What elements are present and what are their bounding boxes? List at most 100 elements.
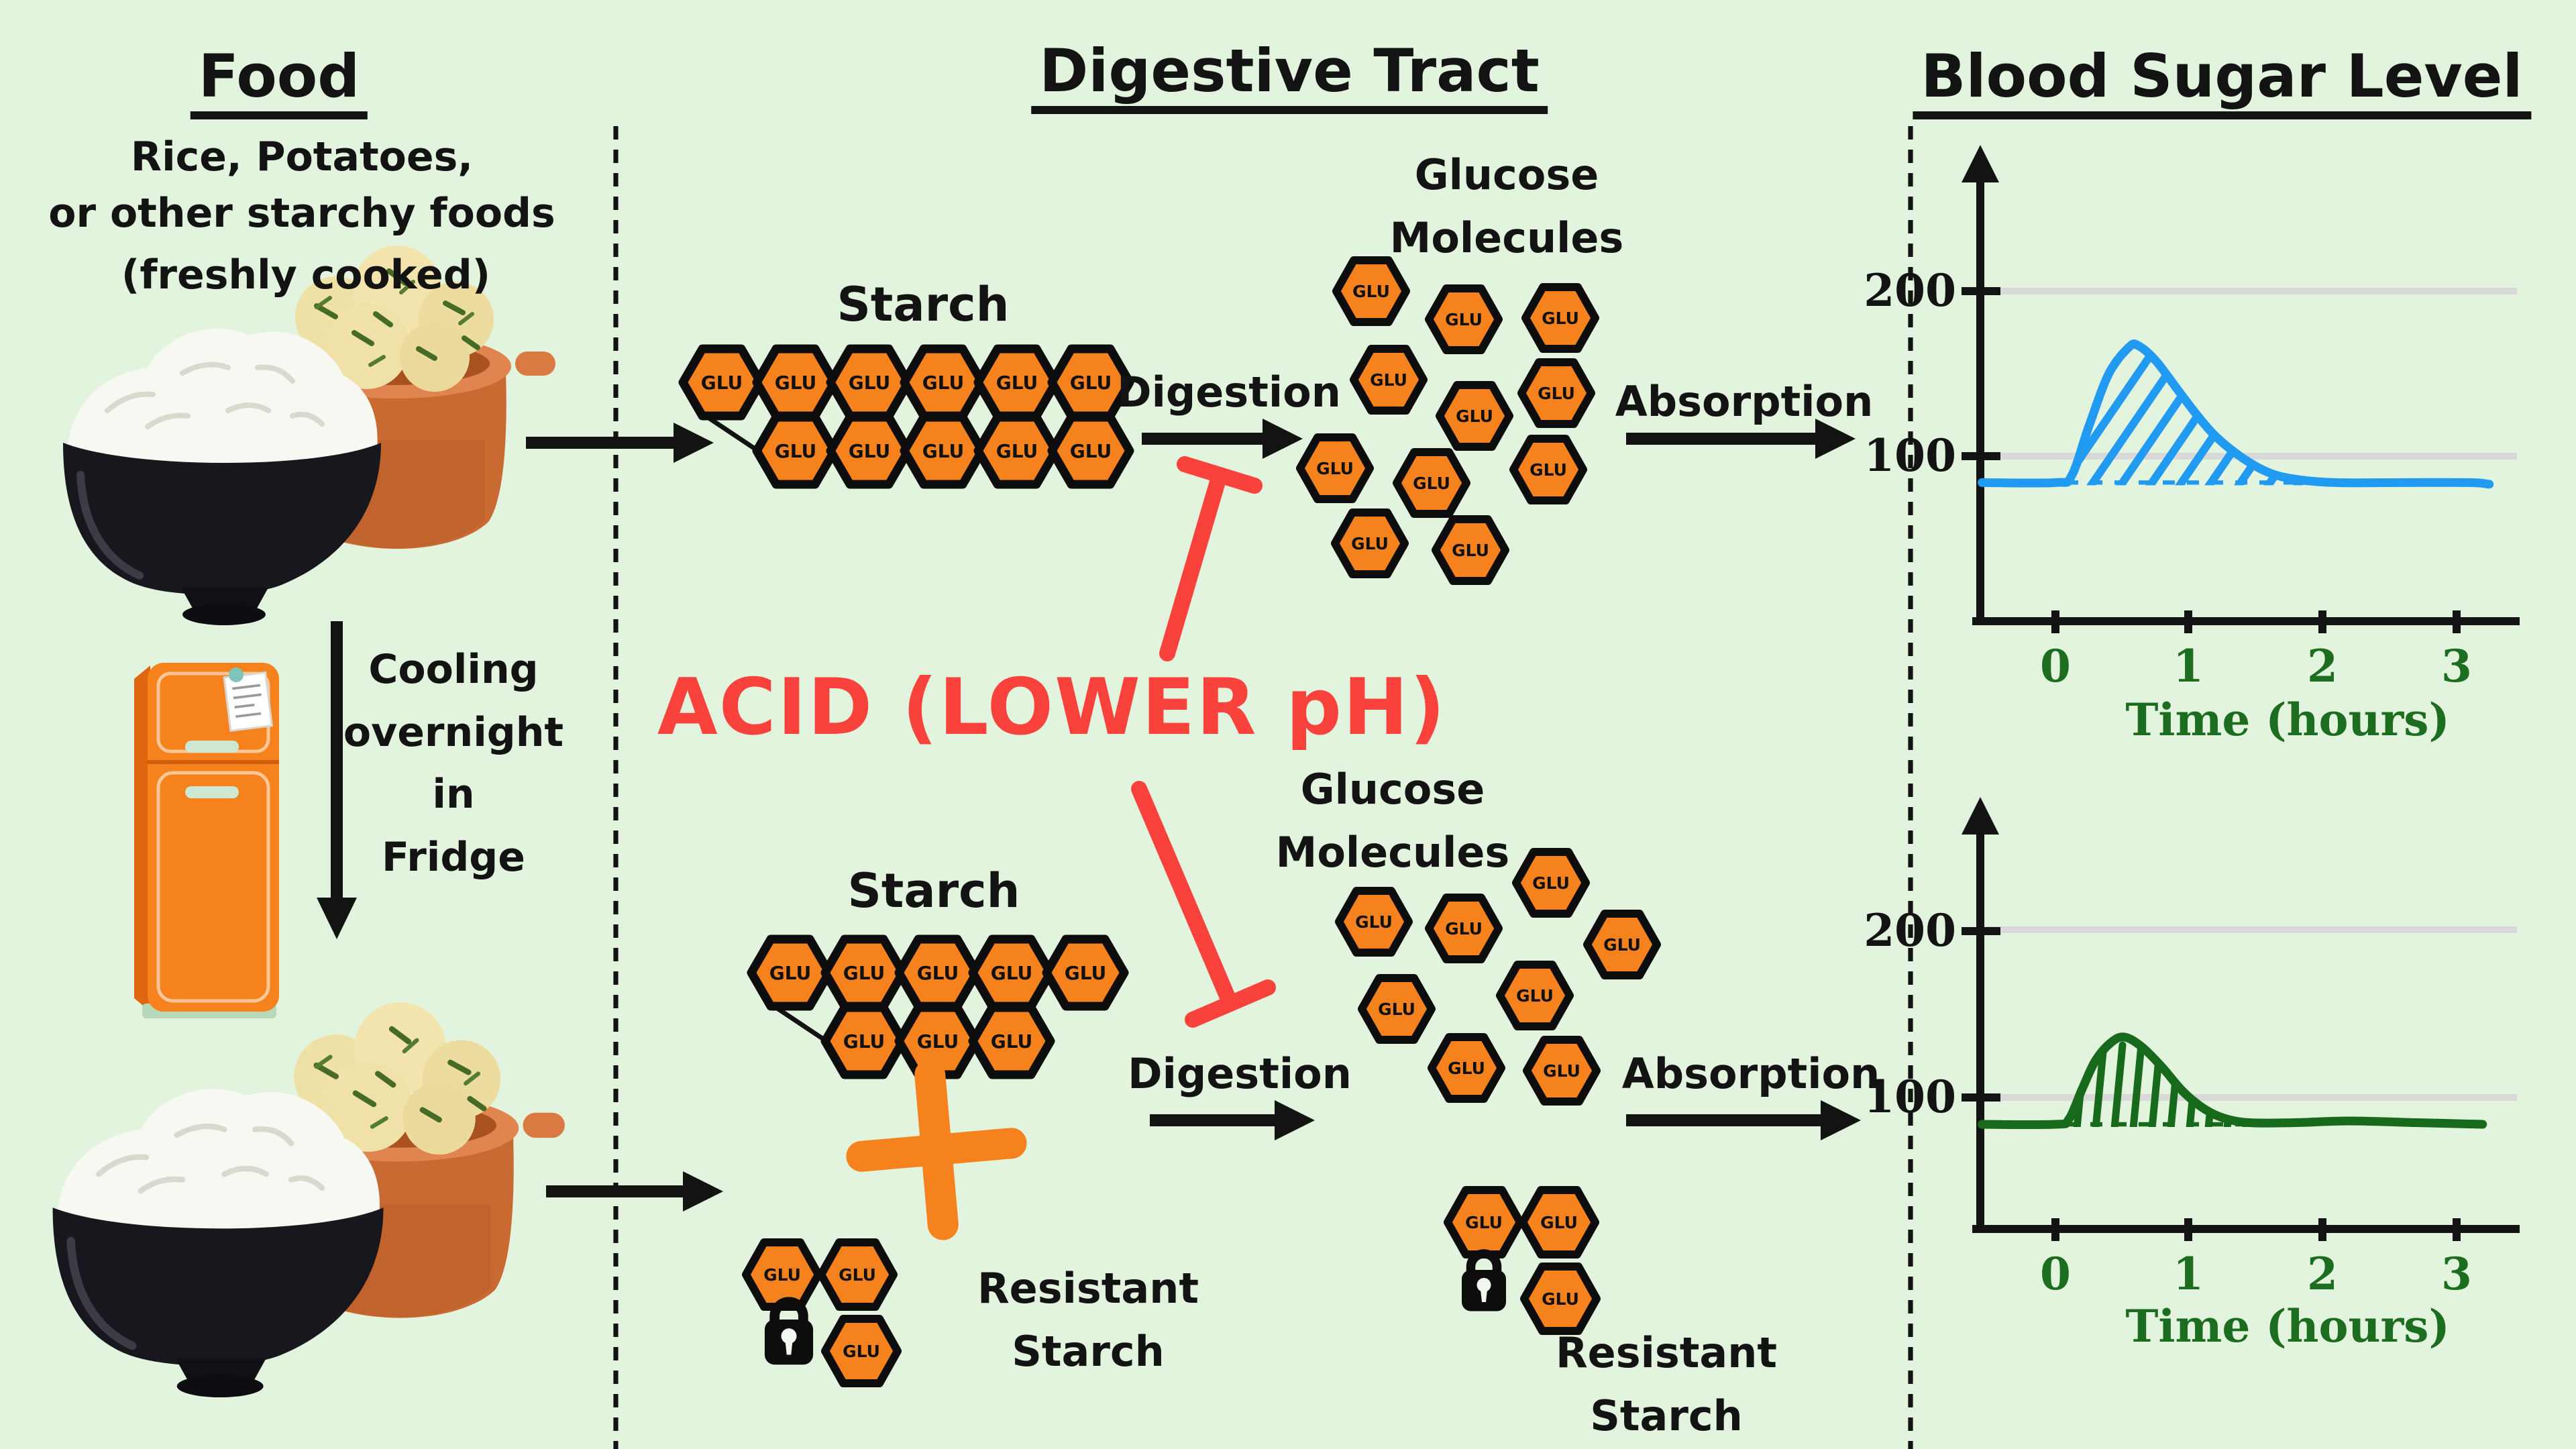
svg-text:GLU: GLU — [849, 372, 891, 394]
svg-text:GLU: GLU — [1456, 407, 1493, 426]
glucose-label-top-line1: Glucose — [1414, 152, 1599, 200]
svg-text:GLU: GLU — [769, 962, 812, 984]
glucose-hexagon: GLU — [820, 1003, 908, 1079]
glucose-hexagon: GLU — [1425, 284, 1503, 354]
svg-text:GLU: GLU — [1542, 1289, 1579, 1309]
glucose-hexagon: GLU — [1444, 1186, 1524, 1258]
glucose-hexagon: GLU — [678, 344, 765, 421]
svg-text:GLU: GLU — [843, 1030, 885, 1053]
hatch-fill — [1998, 343, 2467, 486]
glucose-hexagon: GLU — [1042, 934, 1129, 1011]
glucose-hexagon: GLU — [1296, 433, 1374, 503]
c2-ytick-200: 200 — [1864, 904, 1956, 957]
cooling-line2: overnight — [343, 710, 564, 757]
svg-text:GLU: GLU — [917, 1030, 959, 1053]
plus-icon — [846, 1059, 1027, 1240]
glucose-hexagon: GLU — [973, 344, 1061, 421]
c2-xtick-0: 0 — [2040, 1248, 2071, 1300]
svg-text:GLU: GLU — [1351, 534, 1389, 553]
cooled-food-photo — [53, 1002, 565, 1397]
section-title-food: Food — [190, 44, 368, 120]
svg-text:GLU: GLU — [849, 440, 891, 462]
svg-text:GLU: GLU — [1540, 1213, 1578, 1232]
svg-text:GLU: GLU — [1352, 282, 1390, 301]
c2-ytick-100: 100 — [1864, 1071, 1956, 1123]
cooling-line1: Cooling — [368, 647, 539, 694]
glucose-hexagon: GLU — [752, 344, 839, 421]
glucose-hexagon: GLU — [826, 344, 913, 421]
c2-xtick-2: 2 — [2307, 1248, 2338, 1300]
svg-text:GLU: GLU — [1532, 873, 1570, 893]
resistant-right-line2: Starch — [1590, 1393, 1743, 1441]
resistant-starch-left: GLU GLU GLU — [742, 1238, 902, 1387]
hatch-fill — [2054, 1041, 2277, 1127]
svg-text:GLU: GLU — [1542, 309, 1579, 328]
inhibition-tbar-bottom — [1131, 781, 1276, 1028]
glucose-hexagon: GLU — [1332, 256, 1410, 326]
gridlines — [1986, 288, 2517, 460]
svg-text:GLU: GLU — [996, 372, 1038, 394]
svg-text:GLU: GLU — [1370, 370, 1407, 390]
starch-label-bottom: Starch — [847, 865, 1020, 919]
cooling-line3: in — [432, 771, 475, 818]
fridge-icon — [134, 663, 279, 1018]
starch-label-top: Starch — [837, 279, 1010, 333]
c2-xtick-3: 3 — [2441, 1248, 2472, 1300]
c1-xtick-2: 2 — [2307, 640, 2338, 692]
glucose-hexagon: GLU — [1523, 1036, 1601, 1106]
svg-text:GLU: GLU — [1316, 459, 1354, 478]
svg-text:GLU: GLU — [922, 372, 965, 394]
glucose-hexagon: GLU — [1350, 345, 1428, 415]
resistant-starch-right: GLU GLU GLU — [1444, 1186, 1601, 1335]
svg-text:GLU: GLU — [996, 440, 1038, 462]
svg-text:GLU: GLU — [1378, 1000, 1415, 1019]
glucose-hexagon: GLU — [1047, 413, 1134, 489]
c1-xlabel: Time (hours) — [2125, 694, 2450, 746]
glucose-hexagon: GLU — [1512, 848, 1590, 918]
fresh-starch-chain: GLU GLU GLU GLU GLU GLU GLU GLU GLU GLU GLU — [678, 344, 1134, 489]
svg-text:GLU: GLU — [922, 440, 965, 462]
svg-text:GLU: GLU — [1355, 912, 1393, 932]
svg-text:GLU: GLU — [917, 962, 959, 984]
glucose-hexagon: GLU — [817, 1238, 898, 1311]
glucose-hexagon: GLU — [968, 1003, 1055, 1079]
absorption-label-top: Absorption — [1615, 378, 1874, 427]
blood-sugar-curve — [1978, 339, 2494, 489]
lock-icon-right — [1462, 1254, 1506, 1311]
svg-text:GLU: GLU — [1603, 935, 1641, 955]
glucose-hexagon: GLU — [900, 344, 987, 421]
glucose-hexagon: GLU — [820, 934, 908, 1011]
svg-text:GLU: GLU — [1516, 986, 1554, 1006]
section-title-blood-sugar: Blood Sugar Level — [1913, 44, 2531, 120]
svg-text:GLU: GLU — [1065, 962, 1107, 984]
svg-text:GLU: GLU — [775, 440, 817, 462]
food-description-line2: or other starchy foods — [48, 191, 555, 237]
glucose-hexagon: GLU — [1432, 515, 1509, 585]
svg-text:GLU: GLU — [1543, 1061, 1580, 1081]
glucose-label-bottom-line1: Glucose — [1300, 766, 1485, 814]
glucose-hexagon: GLU — [742, 1238, 822, 1311]
cooled-glucose-molecules: GLU GLU GLU GLU GLU GLU GLU GLU — [1335, 848, 1661, 1106]
food-description-line1: Rice, Potatoes, — [130, 134, 474, 181]
c1-xtick-0: 0 — [2040, 640, 2071, 692]
glucose-hexagon: GLU — [968, 934, 1055, 1011]
lock-icon-left — [765, 1302, 813, 1364]
glucose-hexagon: GLU — [1520, 1263, 1601, 1335]
inhibition-tbar-top — [1159, 456, 1263, 661]
flow-arrows — [331, 433, 1823, 1197]
glucose-hexagon: GLU — [1331, 508, 1409, 578]
cooled-starch-chain: GLU GLU GLU GLU GLU GLU GLU GLU — [747, 934, 1129, 1079]
blood-sugar-chart-cooled — [1962, 797, 2520, 1241]
section-title-digestive-tract: Digestive Tract — [1031, 38, 1548, 115]
svg-text:GLU: GLU — [991, 962, 1033, 984]
resistant-left-line1: Resistant — [977, 1265, 1199, 1313]
flow-arrowheads — [317, 419, 1861, 1212]
svg-text:GLU: GLU — [843, 1342, 880, 1361]
glucose-hexagon: GLU — [1358, 974, 1436, 1044]
svg-text:GLU: GLU — [991, 1030, 1033, 1053]
glucose-hexagon: GLU — [900, 413, 987, 489]
glucose-hexagon: GLU — [1436, 381, 1513, 451]
fresh-food-photo — [63, 246, 555, 625]
fresh-glucose-molecules: GLU GLU GLU GLU GLU GLU GLU GLU GLU GLU GLU — [1296, 256, 1599, 585]
glucose-hexagon: GLU — [1393, 448, 1470, 518]
